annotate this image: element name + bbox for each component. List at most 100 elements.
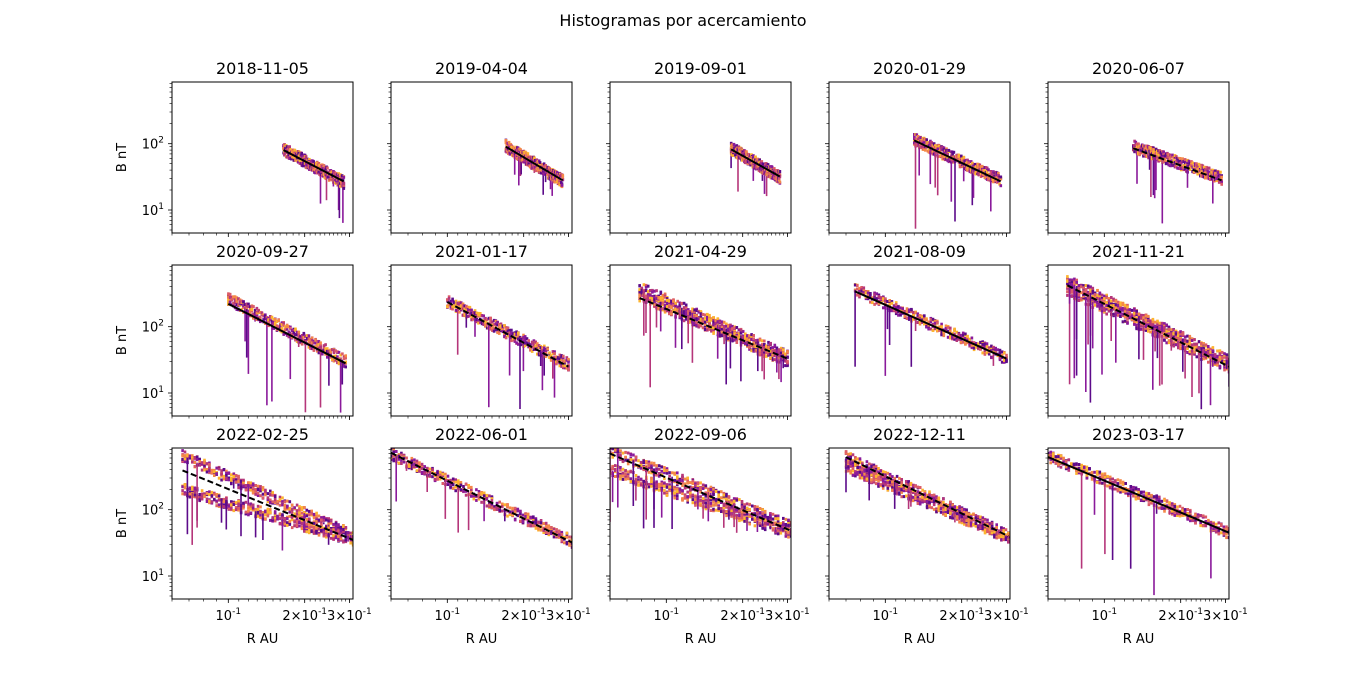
histogram-spike — [752, 161, 755, 181]
histogram-spike — [1110, 310, 1112, 341]
histogram-cell — [886, 300, 889, 303]
histogram-cell — [899, 306, 902, 310]
histogram-cell — [1112, 307, 1115, 310]
histogram-cell — [520, 337, 524, 341]
subplot-title: 2019-09-01 — [654, 59, 747, 78]
histogram-cell — [1169, 155, 1173, 159]
histogram-cell — [326, 349, 329, 353]
histogram-cell — [540, 171, 543, 175]
histogram-cell — [735, 341, 739, 344]
histogram-cell — [511, 152, 514, 155]
histogram-cell — [960, 165, 963, 169]
histogram-cell — [769, 341, 772, 345]
histogram-cell — [950, 154, 953, 158]
histogram-cell — [784, 352, 787, 356]
histogram-cell — [731, 327, 734, 331]
histogram-cell — [979, 347, 982, 351]
histogram-spike — [854, 289, 856, 367]
histogram-cell — [316, 339, 319, 343]
histogram-cell — [871, 296, 874, 300]
histogram-cell — [342, 364, 346, 368]
histogram-cell — [504, 326, 508, 330]
histogram-cell — [858, 294, 861, 297]
histogram-cell — [525, 337, 529, 341]
histogram-cell — [951, 334, 954, 338]
histogram-cell — [541, 349, 544, 353]
histogram-cell — [1110, 308, 1113, 312]
histogram-cell — [768, 165, 772, 169]
histogram-cell — [567, 368, 570, 372]
histogram-cell — [237, 297, 240, 301]
histogram-cell — [1164, 161, 1168, 165]
histogram-cell — [1139, 151, 1143, 155]
histogram-cell — [897, 305, 900, 309]
histogram-cell — [324, 343, 327, 347]
histogram-cell — [775, 174, 779, 178]
histogram-spike — [520, 155, 522, 175]
histogram-cell — [451, 304, 454, 308]
histogram-cell — [326, 355, 329, 359]
histogram-cell — [1183, 158, 1187, 162]
histogram-cell — [461, 304, 465, 308]
histogram-spike — [757, 343, 759, 346]
histogram-cell — [977, 342, 980, 346]
histogram-cell — [1188, 168, 1192, 171]
histogram-spike — [719, 331, 721, 338]
histogram-cell — [451, 307, 454, 311]
histogram-cell — [756, 157, 759, 161]
histogram-spike — [1186, 166, 1189, 188]
subplot-2019-04-04: 2019-04-04 — [387, 59, 573, 237]
histogram-cell — [456, 302, 460, 305]
histogram-cell — [304, 334, 307, 338]
histogram-cell — [750, 349, 753, 353]
histogram-cell — [272, 322, 275, 326]
histogram-cell — [737, 332, 741, 336]
histogram-cell — [733, 338, 736, 342]
histogram-spike — [730, 148, 732, 169]
histogram-cell — [655, 297, 658, 301]
histogram-spike — [674, 311, 677, 348]
histogram-cell — [475, 320, 479, 324]
histogram-cell — [682, 310, 686, 314]
histogram-cell — [931, 317, 935, 321]
histogram-cell — [1003, 360, 1006, 364]
histogram-cell — [454, 299, 458, 303]
histogram-cell — [676, 299, 679, 303]
histogram-cell — [288, 145, 291, 149]
histogram-cell — [1103, 306, 1106, 310]
histogram-cell — [756, 340, 760, 344]
histogram-cell — [927, 320, 930, 324]
histogram-cell — [511, 337, 515, 341]
histogram-spike — [691, 318, 694, 363]
histogram-cell — [447, 296, 451, 300]
histogram-cell — [242, 300, 245, 304]
histogram-cell — [638, 288, 641, 292]
histogram-cell — [458, 310, 461, 314]
histogram-cell — [985, 170, 989, 174]
histogram-cell — [499, 324, 503, 328]
histogram-cell — [248, 310, 252, 314]
histogram-spike — [971, 167, 974, 206]
histogram-cell — [567, 365, 570, 369]
histogram-cell — [733, 332, 736, 336]
histogram-cell — [699, 310, 703, 314]
histogram-cell — [703, 322, 707, 326]
histogram-cell — [871, 301, 874, 305]
histogram-cell — [542, 165, 546, 169]
histogram-cell — [484, 324, 487, 328]
histogram-cell — [312, 166, 315, 170]
histogram-cell — [748, 155, 751, 159]
histogram-cell — [302, 339, 306, 343]
histogram-cell — [560, 364, 563, 368]
histogram-cell — [529, 343, 532, 347]
histogram-cell — [504, 327, 508, 331]
histogram-cell — [227, 295, 230, 299]
histogram-cell — [901, 307, 904, 311]
histogram-cell — [961, 331, 965, 335]
histogram-cell — [530, 340, 534, 344]
histogram-cell — [754, 349, 758, 353]
histogram-cell — [968, 163, 972, 167]
histogram-cell — [684, 306, 688, 310]
histogram-cell — [674, 307, 677, 311]
